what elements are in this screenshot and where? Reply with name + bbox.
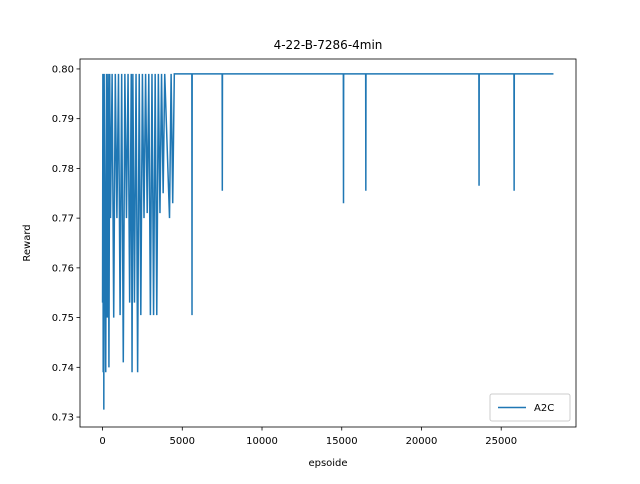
y-tick-label: 0.75 xyxy=(52,313,74,324)
y-tick-label: 0.78 xyxy=(52,164,74,175)
x-tick-label: 25000 xyxy=(485,436,517,447)
x-tick-label: 15000 xyxy=(326,436,358,447)
plot-frame xyxy=(79,58,577,428)
x-tick-label: 5000 xyxy=(170,436,195,447)
x-tick-label: 0 xyxy=(99,436,105,447)
y-tick-label: 0.74 xyxy=(52,363,74,374)
x-tick-label: 20000 xyxy=(406,436,438,447)
legend-label: A2C xyxy=(534,403,554,414)
x-axis-label: epsoide xyxy=(308,458,347,469)
y-axis-label: Reward xyxy=(22,224,33,261)
y-tick-label: 0.76 xyxy=(52,263,74,274)
data-line xyxy=(101,73,554,410)
y-tick-label: 0.77 xyxy=(52,214,74,225)
chart-title: 4-22-B-7286-4min xyxy=(274,38,383,52)
y-tick-label: 0.73 xyxy=(52,413,74,424)
y-tick-label: 0.80 xyxy=(52,64,74,75)
x-tick-label: 10000 xyxy=(246,436,278,447)
y-tick-label: 0.79 xyxy=(52,114,74,125)
legend-box xyxy=(489,393,571,422)
